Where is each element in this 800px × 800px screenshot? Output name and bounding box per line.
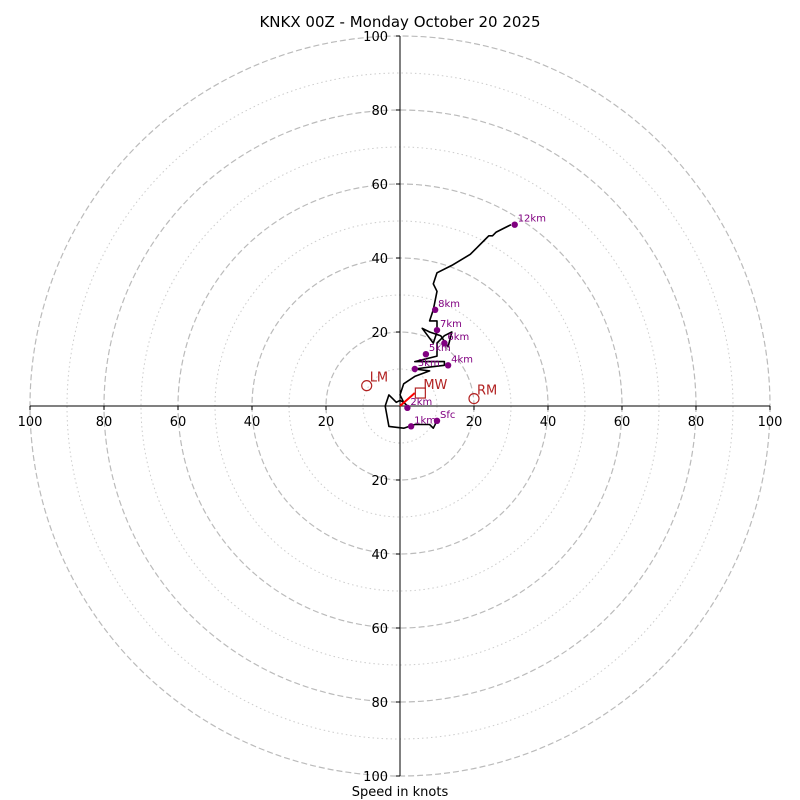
storm-motion-label-mw: MW [423,378,447,393]
height-point-label: Sfc [440,410,455,421]
height-point-label: 5km [429,343,451,354]
x-tick-label: 80 [96,415,113,430]
y-tick-label: 40 [371,548,388,563]
y-tick-label: 60 [371,622,388,637]
y-tick-label: 40 [371,252,388,267]
storm-motion-label-lm: LM [370,371,388,386]
height-point [433,326,441,334]
x-axis-label: Speed in knots [352,785,449,800]
height-point [411,365,418,373]
height-point-label: 8km [438,299,460,310]
chart-title: KNKX 00Z - Monday October 20 2025 [259,13,540,31]
height-point [422,351,430,358]
hodograph-trace [384,223,512,429]
y-tick-label: 60 [371,178,388,193]
height-point [433,417,441,424]
height-point-label: 6km [447,332,469,343]
x-tick-label: 100 [18,415,43,430]
storm-motion-marker-lm [361,380,373,392]
x-tick-label: 40 [540,415,557,430]
storm-motion-group: LM RM MW [361,371,497,405]
y-tick-label: 20 [371,474,388,489]
height-point [444,362,452,369]
storm-motion-label-rm: RM [477,384,497,399]
x-tick-label: 20 [318,415,335,430]
height-point-label: 12km [518,214,546,225]
storm-motion-marker-mw [414,387,426,399]
x-tick-label: 40 [244,415,261,430]
y-tick-label: 100 [363,770,388,785]
height-point-label: 4km [451,354,473,365]
height-point-label: 3km [418,358,440,369]
y-tick-label: 20 [371,326,388,341]
shear-vector [399,392,416,407]
x-tick-label: 60 [170,415,187,430]
x-tick-label: 100 [758,415,783,430]
tick-labels: 100 80 60 40 20 20 40 60 80 100 100 80 60 40 20 20 40 60 8… [18,30,783,785]
height-point [404,404,411,412]
y-tick-label: 100 [363,30,388,45]
height-point [407,423,415,430]
x-tick-label: 80 [688,415,705,430]
y-tick-label: 80 [371,104,388,119]
storm-motion-marker-rm [468,393,480,405]
hodograph-trace-group [384,223,512,429]
height-point-label: 2km [410,397,432,408]
height-point-label: 1km [414,415,436,426]
height-point [431,306,439,313]
x-tick-label: 20 [466,415,483,430]
height-point [441,339,448,347]
x-tick-label: 60 [614,415,631,430]
height-point-label: 7km [440,319,462,330]
height-point [511,221,518,228]
y-tick-label: 80 [371,696,388,711]
